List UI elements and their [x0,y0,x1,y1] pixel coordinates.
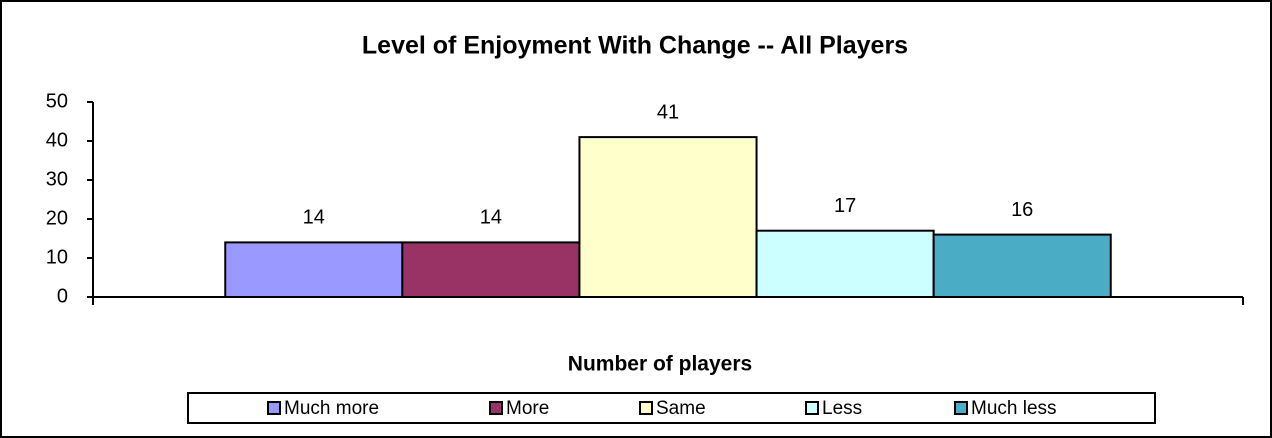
legend-label: Much more [284,398,379,419]
legend-box [187,392,1156,424]
chart-title: Level of Enjoyment With Change -- All Pl… [362,32,908,60]
bar [224,241,404,298]
legend-label: Less [822,398,862,419]
data-label: 41 [657,101,679,123]
legend-swatch [805,401,819,415]
bar [755,229,935,298]
data-label: 17 [834,195,856,217]
x-axis-label: Number of players [568,353,752,376]
legend-label: More [506,398,549,419]
y-tick-label: 10 [46,246,68,268]
y-tick-label: 50 [46,90,68,112]
legend-label: Much less [971,398,1057,419]
data-label: 16 [1011,199,1033,221]
legend-swatch [489,401,503,415]
data-label: 14 [303,207,325,229]
legend-label: Same [656,398,706,419]
legend-swatch [267,401,281,415]
bar [578,136,758,298]
y-tick-label: 40 [46,129,68,151]
bar [401,241,581,298]
bar [932,233,1112,299]
y-tick-label: 20 [46,207,68,229]
legend-swatch [639,401,653,415]
data-label: 14 [480,207,502,229]
y-tick-label: 30 [46,168,68,190]
legend-swatch [954,401,968,415]
y-tick-label: 0 [57,285,68,307]
